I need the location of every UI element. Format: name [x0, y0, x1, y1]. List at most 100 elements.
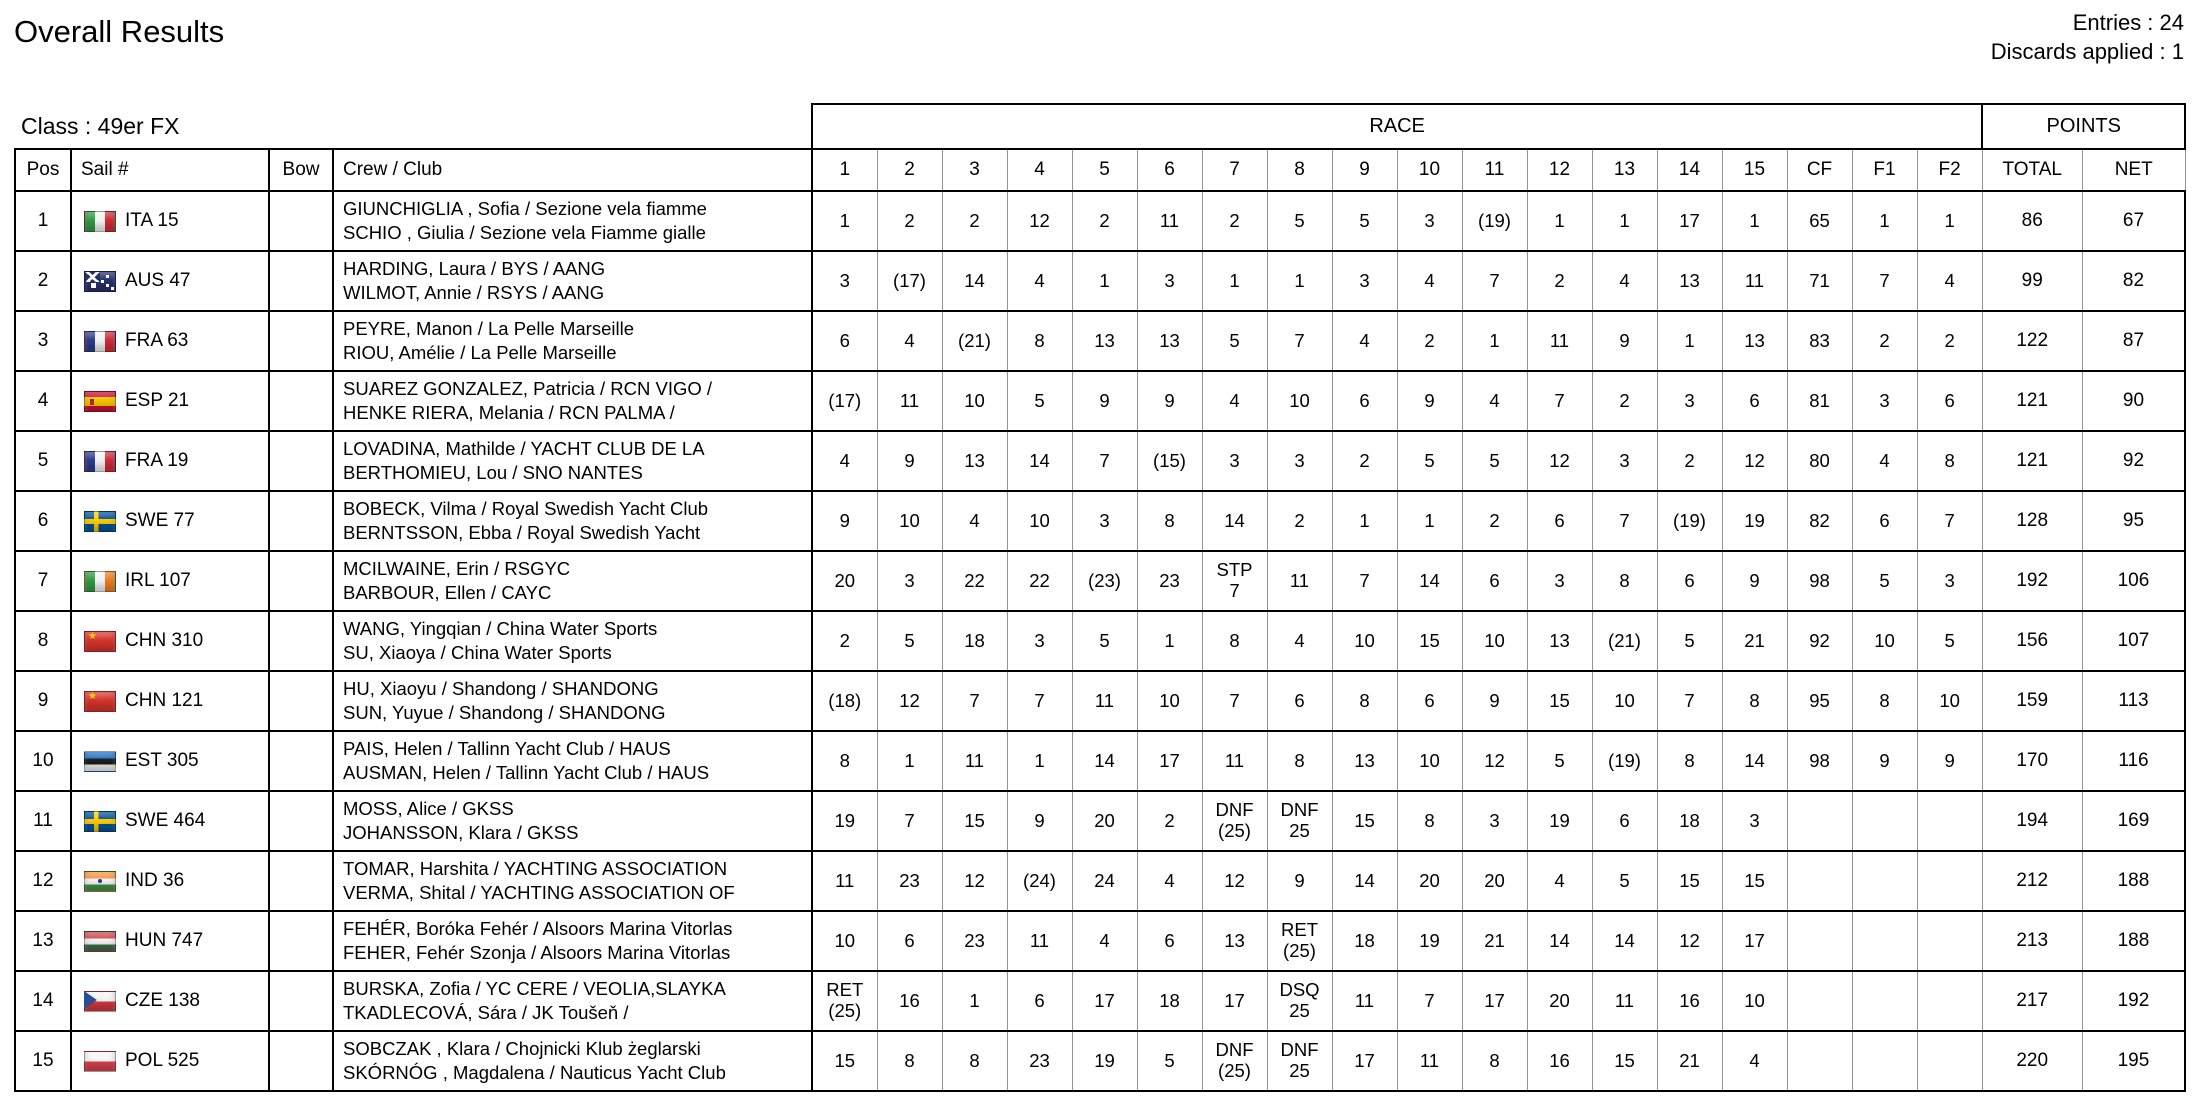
race-result-cell: 92	[1786, 610, 1853, 672]
race-result-cell: 6	[1006, 970, 1073, 1032]
race-result-cell	[1851, 910, 1918, 972]
net-cell: 87	[2081, 310, 2187, 372]
race-result-cell	[1786, 1030, 1853, 1092]
bow-cell	[268, 250, 334, 312]
race-result-cell: (23)	[1071, 550, 1138, 612]
position-cell: 2	[14, 250, 72, 312]
race-column-header: 12	[1526, 148, 1593, 192]
table-row: 9 CHN 121 HU, Xiaoyu / Shandong / SHANDO…	[14, 670, 2187, 732]
race-result-cell: 1	[1656, 310, 1723, 372]
race-result-cell: 3	[1006, 610, 1073, 672]
race-result-cell: 2	[1656, 430, 1723, 492]
total-cell: 99	[1981, 250, 2083, 312]
race-result-cell: 2	[1526, 250, 1593, 312]
race-column-header: 7	[1201, 148, 1268, 192]
race-result-cell: 1	[1266, 250, 1333, 312]
race-result-cell: 6	[876, 910, 943, 972]
race-result-cell: 20	[1071, 790, 1138, 852]
sail-number: CZE 138	[125, 990, 200, 1011]
race-result-cell: 16	[1656, 970, 1723, 1032]
race-result-cell: 13	[1721, 310, 1788, 372]
race-result-cell	[1916, 970, 1983, 1032]
entries-count: Entries : 24	[2072, 10, 2184, 35]
race-result-cell	[1851, 970, 1918, 1032]
crew-line-1: WANG, Yingqian / China Water Sports	[343, 617, 658, 639]
race-result-cell: 9	[1591, 310, 1658, 372]
race-result-cell: 6	[811, 310, 878, 372]
bow-cell	[268, 1030, 334, 1092]
race-result-cell: (17)	[811, 370, 878, 432]
bow-cell	[268, 790, 334, 852]
country-flag-icon	[84, 450, 116, 472]
race-result-cell: 2	[1461, 490, 1528, 552]
race-result-cell: 5	[1916, 610, 1983, 672]
crew-club-cell: PAIS, Helen / Tallinn Yacht Club / HAUS …	[332, 730, 813, 792]
table-row: 5 FRA 19 LOVADINA, Mathilde / YACHT CLUB…	[14, 430, 2187, 492]
race-result-cell: STP 7	[1201, 550, 1268, 612]
race-column-header: F1	[1851, 148, 1918, 192]
crew-line-2: VERMA, Shital / YACHTING ASSOCIATION OF	[343, 882, 735, 903]
net-cell: 106	[2081, 550, 2187, 612]
total-cell: 159	[1981, 670, 2083, 732]
race-result-cell: 11	[1331, 970, 1398, 1032]
race-result-cell: 9	[811, 490, 878, 552]
discards-applied: Discards applied : 1	[1990, 39, 2184, 65]
race-result-cell: 24	[1071, 850, 1138, 912]
race-result-cell: 4	[1851, 430, 1918, 492]
group-header-row: Class : 49er FX RACE POINTS	[15, 103, 2187, 150]
race-result-cell: 6	[1591, 790, 1658, 852]
country-flag-icon	[84, 930, 116, 952]
net-cell: 188	[2081, 850, 2187, 912]
country-flag-icon	[84, 510, 116, 532]
race-result-cell: 23	[941, 910, 1008, 972]
race-result-cell: 2	[1396, 310, 1463, 372]
table-row: 14 CZE 138 BURSKA, Zofia / YC CERE / VEO…	[14, 970, 2187, 1032]
net-cell: 95	[2081, 490, 2187, 552]
crew-line-2: HENKE RIERA, Melania / RCN PALMA /	[343, 402, 675, 423]
position-cell: 3	[14, 310, 72, 372]
net-cell: 116	[2081, 730, 2187, 792]
race-result-cell: 3	[1656, 370, 1723, 432]
race-result-cell	[1786, 790, 1853, 852]
net-cell: 92	[2081, 430, 2187, 492]
country-flag-icon	[84, 630, 116, 652]
race-result-cell: 7	[1331, 550, 1398, 612]
race-result-cell: 12	[1526, 430, 1593, 492]
race-result-cell	[1786, 970, 1853, 1032]
race-result-cell: 7	[1851, 250, 1918, 312]
race-result-cell: 23	[876, 850, 943, 912]
race-result-cell: 23	[1006, 1030, 1073, 1092]
race-result-cell: 14	[1331, 850, 1398, 912]
race-result-cell: 3	[811, 250, 878, 312]
crew-club-cell: WANG, Yingqian / China Water Sports SU, …	[332, 610, 813, 672]
crew-club-cell: FEHÉR, Boróka Fehér / Alsoors Marina Vit…	[332, 910, 813, 972]
race-result-cell: 5	[1591, 850, 1658, 912]
race-result-cell: 9	[1396, 370, 1463, 432]
race-result-cell: 1	[1071, 250, 1138, 312]
race-result-cell: 15	[811, 1030, 878, 1092]
race-result-cell: 7	[1916, 490, 1983, 552]
crew-line-2: SUN, Yuyue / Shandong / SHANDONG	[343, 702, 666, 723]
race-result-cell: (19)	[1461, 190, 1528, 252]
race-result-cell: 19	[1721, 490, 1788, 552]
race-result-cell: 7	[1071, 430, 1138, 492]
race-result-cell: 1	[1201, 250, 1268, 312]
position-cell: 15	[14, 1030, 72, 1092]
race-result-cell: 12	[1461, 730, 1528, 792]
sail-number: FRA 63	[125, 330, 189, 351]
race-result-cell: 20	[1461, 850, 1528, 912]
race-result-cell: RET (25)	[811, 970, 878, 1032]
total-cell: 121	[1981, 430, 2083, 492]
crew-line-2: BERNTSSON, Ebba / Royal Swedish Yacht	[343, 522, 701, 543]
sail-number-cell: FRA 63	[70, 310, 270, 372]
race-result-cell: 17	[1461, 970, 1528, 1032]
bow-cell	[268, 490, 334, 552]
crew-club-cell: BOBECK, Vilma / Royal Swedish Yacht Club…	[332, 490, 813, 552]
race-result-cell: 15	[1331, 790, 1398, 852]
race-result-cell: (17)	[876, 250, 943, 312]
race-column-header: CF	[1786, 148, 1853, 192]
sail-number-cell: ESP 21	[70, 370, 270, 432]
race-result-cell: 8	[1721, 670, 1788, 732]
race-result-cell: 8	[811, 730, 878, 792]
race-result-cell: 11	[1071, 670, 1138, 732]
